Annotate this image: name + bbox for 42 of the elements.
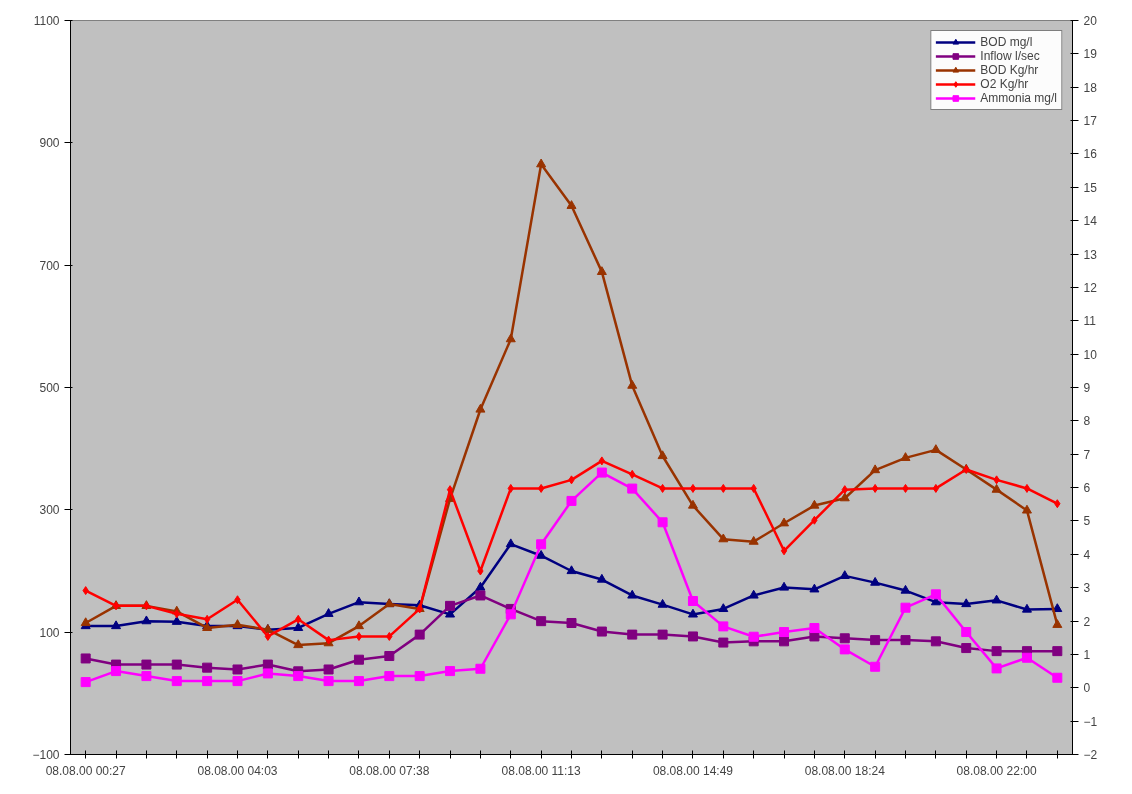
legend-label: Inflow l/sec: [980, 49, 1040, 63]
y2-tick-label: 11: [1083, 314, 1097, 329]
legend-label: Ammonia mg/l: [980, 91, 1057, 105]
legend-label: O2 Kg/hr: [980, 77, 1029, 91]
legend-label: BOD Kg/hr: [980, 63, 1039, 77]
y-tick-label: 500: [39, 381, 60, 395]
y-tick-label: 100: [39, 625, 60, 640]
x-tick-label: 08.08.00 07:38: [349, 763, 430, 778]
y2-tick-label: 14: [1083, 214, 1098, 229]
y-tick-label: 1100: [33, 14, 60, 28]
y2-tick-label: 0: [1083, 681, 1091, 696]
y-tick-label: 900: [39, 136, 60, 151]
y2-tick-label: 2: [1083, 614, 1091, 629]
y2-tick-label: 12: [1083, 280, 1098, 295]
y2-tick-label: 20: [1083, 14, 1098, 28]
y-tick-label: 300: [39, 503, 60, 518]
y-tick-label: 700: [39, 258, 60, 273]
y2-tick-label: 19: [1083, 47, 1098, 62]
x-tick-label: 08.08.00 18:24: [804, 763, 886, 778]
y2-tick-label: 3: [1083, 581, 1091, 596]
y2-tick-label: 4: [1083, 547, 1091, 562]
x-tick-label: 08.08.00 22:00: [956, 763, 1037, 778]
y2-tick-label: 10: [1083, 347, 1098, 362]
x-tick-label: 08.08.00 00:27: [45, 763, 127, 778]
y2-tick-label: 1: [1083, 647, 1091, 662]
legend-label: BOD mg/l: [980, 35, 1033, 49]
y2-tick-label: 18: [1083, 80, 1098, 95]
y2-tick-label: 16: [1083, 147, 1098, 162]
y2-tick-label: 9: [1083, 381, 1091, 395]
y2-tick-label: 7: [1083, 447, 1091, 462]
y2-tick-label: 17: [1083, 114, 1098, 129]
x-tick-label: 08.08.00 04:03: [197, 763, 278, 778]
y2-tick-label: 8: [1083, 414, 1091, 429]
y2-tick-label: 15: [1083, 180, 1098, 195]
y2-tick-label: −1: [1083, 714, 1098, 729]
y2-tick-label: −2: [1083, 748, 1098, 762]
y2-tick-label: 13: [1083, 247, 1098, 262]
x-tick-label: 08.08.00 11:13: [501, 763, 582, 778]
y2-tick-label: 5: [1083, 514, 1091, 529]
y-tick-label: −100: [32, 748, 60, 762]
x-tick-label: 08.08.00 14:49: [652, 763, 734, 778]
y2-tick-label: 6: [1083, 481, 1091, 496]
